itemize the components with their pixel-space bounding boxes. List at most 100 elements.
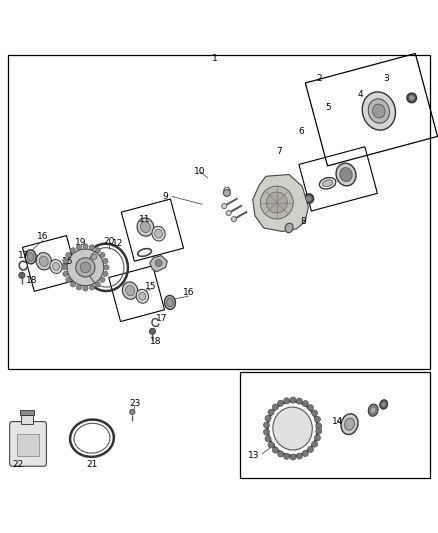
- Circle shape: [307, 446, 314, 453]
- Circle shape: [311, 441, 318, 447]
- Ellipse shape: [285, 223, 293, 233]
- Circle shape: [63, 271, 68, 277]
- Ellipse shape: [341, 414, 358, 434]
- Ellipse shape: [407, 93, 417, 103]
- Ellipse shape: [373, 104, 385, 118]
- Text: 17: 17: [156, 314, 168, 322]
- Circle shape: [263, 422, 269, 428]
- Ellipse shape: [166, 298, 173, 307]
- Text: 23: 23: [129, 399, 141, 408]
- Text: 11: 11: [139, 215, 150, 224]
- Text: 7: 7: [276, 147, 283, 156]
- Circle shape: [63, 259, 68, 263]
- Circle shape: [66, 253, 71, 257]
- Bar: [21, 415, 33, 424]
- Text: 6: 6: [298, 127, 304, 136]
- Ellipse shape: [266, 192, 287, 213]
- Circle shape: [92, 254, 97, 260]
- Circle shape: [66, 277, 71, 282]
- Circle shape: [290, 454, 296, 460]
- Circle shape: [130, 409, 135, 415]
- Circle shape: [311, 410, 318, 416]
- Circle shape: [314, 435, 321, 441]
- Bar: [8, 55, 430, 369]
- Text: 16: 16: [183, 288, 194, 297]
- FancyBboxPatch shape: [10, 422, 46, 466]
- Ellipse shape: [141, 222, 150, 232]
- Circle shape: [83, 286, 88, 291]
- Text: 22: 22: [13, 460, 24, 469]
- Ellipse shape: [137, 218, 154, 236]
- Circle shape: [314, 416, 321, 422]
- Ellipse shape: [27, 253, 34, 261]
- Circle shape: [297, 453, 303, 459]
- Circle shape: [272, 447, 279, 453]
- Ellipse shape: [126, 285, 134, 296]
- Circle shape: [263, 429, 269, 435]
- Circle shape: [278, 400, 284, 406]
- Ellipse shape: [336, 163, 356, 186]
- Circle shape: [268, 409, 274, 415]
- Circle shape: [278, 451, 284, 457]
- Circle shape: [95, 282, 100, 287]
- Circle shape: [284, 398, 290, 404]
- Circle shape: [231, 216, 237, 222]
- Circle shape: [100, 253, 105, 257]
- Text: 18: 18: [26, 276, 37, 285]
- Ellipse shape: [25, 250, 36, 264]
- Circle shape: [104, 265, 109, 270]
- Ellipse shape: [306, 196, 311, 201]
- Circle shape: [103, 271, 108, 277]
- Circle shape: [155, 260, 162, 266]
- Circle shape: [265, 415, 271, 422]
- Circle shape: [83, 244, 88, 249]
- Ellipse shape: [122, 282, 138, 300]
- Circle shape: [302, 401, 308, 407]
- Text: 13: 13: [248, 451, 260, 460]
- Ellipse shape: [322, 180, 333, 187]
- Text: 2: 2: [316, 74, 321, 83]
- Circle shape: [316, 423, 322, 429]
- Bar: [20, 410, 34, 415]
- Ellipse shape: [164, 295, 176, 310]
- Circle shape: [89, 285, 95, 290]
- Text: 8: 8: [300, 217, 306, 227]
- Ellipse shape: [50, 260, 62, 273]
- Text: 20: 20: [103, 237, 114, 246]
- Text: 10: 10: [194, 167, 205, 176]
- Text: 3: 3: [383, 74, 389, 83]
- Ellipse shape: [368, 404, 378, 416]
- Circle shape: [80, 262, 91, 273]
- Ellipse shape: [36, 253, 52, 270]
- Text: 15: 15: [62, 257, 74, 266]
- Text: 15: 15: [145, 282, 157, 290]
- Circle shape: [71, 248, 76, 253]
- Bar: [17, 434, 39, 456]
- Ellipse shape: [39, 256, 48, 266]
- Circle shape: [222, 204, 227, 209]
- Ellipse shape: [345, 418, 354, 430]
- Text: 1: 1: [212, 54, 218, 63]
- Text: 21: 21: [86, 460, 98, 469]
- Circle shape: [316, 428, 322, 434]
- Circle shape: [89, 245, 95, 250]
- Ellipse shape: [53, 263, 60, 270]
- Circle shape: [71, 282, 76, 287]
- Circle shape: [297, 398, 303, 404]
- Text: 12: 12: [112, 239, 123, 248]
- Ellipse shape: [260, 186, 293, 219]
- Circle shape: [302, 450, 308, 457]
- Ellipse shape: [139, 293, 146, 300]
- Circle shape: [76, 258, 95, 277]
- Polygon shape: [253, 174, 308, 231]
- Ellipse shape: [136, 289, 148, 303]
- Ellipse shape: [152, 227, 165, 241]
- Circle shape: [76, 245, 81, 250]
- Circle shape: [268, 442, 274, 448]
- Ellipse shape: [368, 99, 389, 123]
- Circle shape: [67, 249, 104, 286]
- Circle shape: [226, 211, 231, 216]
- Text: 14: 14: [332, 417, 343, 426]
- Text: 19: 19: [75, 238, 87, 247]
- Circle shape: [307, 405, 314, 411]
